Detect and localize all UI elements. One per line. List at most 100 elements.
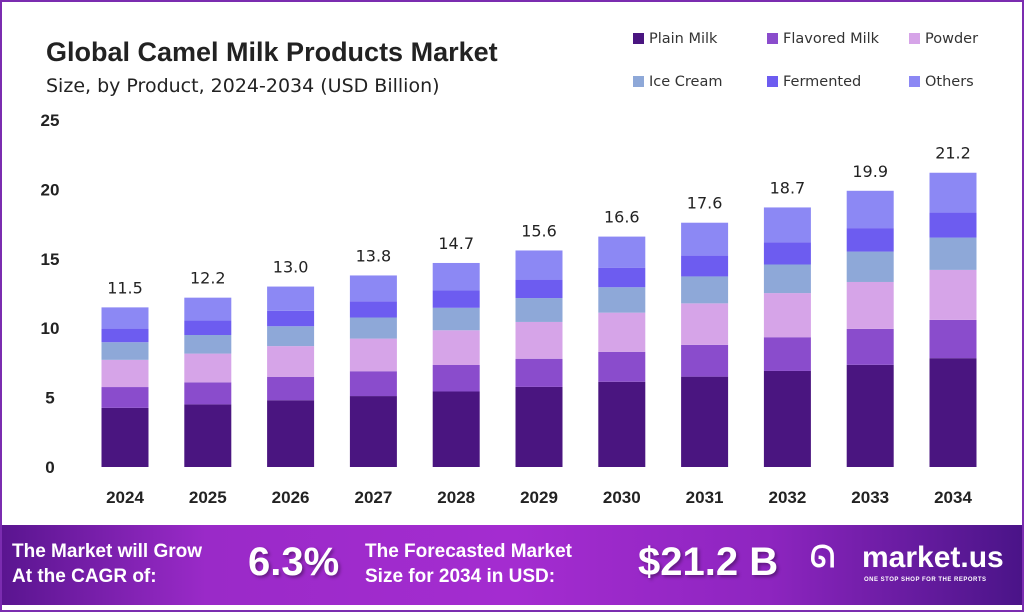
y-tick-label: 20 — [41, 180, 60, 199]
bar-segment-plain-milk — [929, 358, 977, 467]
total-label: 15.6 — [521, 221, 557, 240]
x-tick-label: 2032 — [768, 488, 806, 507]
y-tick-label: 0 — [45, 458, 54, 477]
cagr-label-line2: At the CAGR of: — [12, 566, 157, 587]
legend-swatch — [767, 33, 778, 44]
legend-swatch — [633, 33, 644, 44]
bar-segment-ice-cream — [846, 251, 894, 282]
bar-segment-flavored-milk — [846, 328, 894, 365]
bar-segment-fermented — [267, 310, 315, 327]
total-label: 13.0 — [273, 258, 309, 277]
bar-segment-plain-milk — [101, 407, 149, 467]
bar-segment-powder — [432, 330, 480, 365]
bar-segment-plain-milk — [515, 386, 563, 467]
bar-segment-fermented — [184, 320, 232, 336]
bar-segment-others — [515, 250, 563, 280]
bar-segment-others — [432, 262, 480, 291]
bar-2032: 18.7 2032 — [763, 178, 811, 507]
legend-label: Ice Cream — [649, 74, 722, 90]
bar-segment-flavored-milk — [432, 364, 480, 392]
bar-segment-plain-milk — [184, 404, 232, 467]
bar-2030: 16.6 2030 — [598, 208, 646, 507]
bar-segment-plain-milk — [846, 364, 894, 467]
bar-segment-powder — [929, 269, 977, 320]
bar-segment-fermented — [763, 242, 811, 265]
legend-swatch — [633, 76, 644, 87]
legend-swatch — [767, 76, 778, 87]
bar-segment-others — [349, 275, 397, 302]
brand-name: market.us — [862, 541, 1004, 574]
x-tick-label: 2030 — [603, 488, 641, 507]
bar-segment-ice-cream — [763, 264, 811, 294]
bar-segment-flavored-milk — [763, 337, 811, 371]
bar-segment-powder — [184, 353, 232, 383]
total-label: 13.8 — [356, 246, 392, 265]
bar-segment-others — [101, 307, 149, 329]
x-tick-label: 2024 — [106, 488, 144, 507]
bar-segment-powder — [267, 346, 315, 377]
x-tick-label: 2028 — [437, 488, 475, 507]
bar-segment-powder — [101, 359, 149, 388]
bar-segment-plain-milk — [763, 370, 811, 467]
bar-segment-ice-cream — [101, 342, 149, 360]
legend-label: Plain Milk — [649, 31, 718, 47]
bar-segment-ice-cream — [267, 326, 315, 347]
bar-segment-powder — [681, 303, 729, 345]
y-axis: 0 5 10 15 20 25 — [41, 111, 60, 477]
bar-2031: 17.6 2031 — [681, 194, 729, 507]
legend-swatch — [909, 33, 920, 44]
bar-segment-flavored-milk — [929, 319, 977, 359]
bar-segment-flavored-milk — [515, 358, 563, 387]
bar-segment-plain-milk — [598, 381, 646, 467]
bar-2024: 11.5 2024 — [101, 278, 149, 507]
bar-segment-others — [598, 236, 646, 268]
forecast-label: The Forecasted Market Size for 2034 in U… — [365, 539, 572, 589]
x-tick-label: 2025 — [189, 488, 227, 507]
bar-2029: 15.6 2029 — [515, 221, 563, 507]
cagr-label: The Market will Grow At the CAGR of: — [12, 539, 202, 589]
total-label: 11.5 — [107, 278, 143, 297]
cagr-label-line1: The Market will Grow — [12, 541, 203, 562]
brand-tagline: ONE STOP SHOP FOR THE REPORTS — [864, 577, 987, 583]
bar-segment-powder — [763, 293, 811, 338]
bar-2026: 13.0 2026 — [267, 258, 315, 507]
bar-segment-flavored-milk — [101, 387, 149, 408]
bar-segment-fermented — [681, 255, 729, 277]
bar-segment-powder — [349, 338, 397, 372]
x-tick-label: 2033 — [851, 488, 889, 507]
forecast-label-line1: The Forecasted Market — [365, 541, 572, 562]
forecast-value: $21.2 B — [638, 540, 779, 584]
x-tick-label: 2029 — [520, 488, 558, 507]
bar-segment-fermented — [515, 279, 563, 299]
bar-2033: 19.9 2033 — [846, 162, 894, 507]
total-label: 19.9 — [852, 162, 888, 181]
bar-2028: 14.7 2028 — [432, 234, 480, 507]
bar-segment-fermented — [598, 267, 646, 288]
bar-segment-others — [846, 190, 894, 229]
bar-segment-fermented — [432, 290, 480, 308]
bar-segment-ice-cream — [184, 335, 232, 354]
bar-segment-fermented — [101, 328, 149, 343]
bar-2027: 13.8 2027 — [349, 246, 397, 507]
footer-banner: The Market will Grow At the CAGR of: 6.3… — [2, 525, 1022, 605]
bar-segment-flavored-milk — [184, 382, 232, 405]
total-label: 16.6 — [604, 208, 640, 227]
brand-logo-icon: ᘏ — [810, 541, 835, 574]
bar-segment-plain-milk — [681, 376, 729, 467]
x-tick-label: 2026 — [272, 488, 310, 507]
bar-segment-ice-cream — [681, 276, 729, 304]
bar-segment-flavored-milk — [349, 371, 397, 397]
bar-segment-others — [763, 207, 811, 243]
bar-segment-ice-cream — [929, 237, 977, 270]
bar-segment-others — [184, 297, 232, 321]
bar-segment-plain-milk — [349, 396, 397, 467]
bar-segment-others — [267, 286, 315, 311]
x-tick-label: 2027 — [354, 488, 392, 507]
bar-segment-powder — [598, 312, 646, 352]
bar-segment-ice-cream — [349, 317, 397, 339]
bar-2034: 21.2 2034 — [929, 144, 977, 507]
chart-title: Global Camel Milk Products Market — [46, 37, 498, 67]
